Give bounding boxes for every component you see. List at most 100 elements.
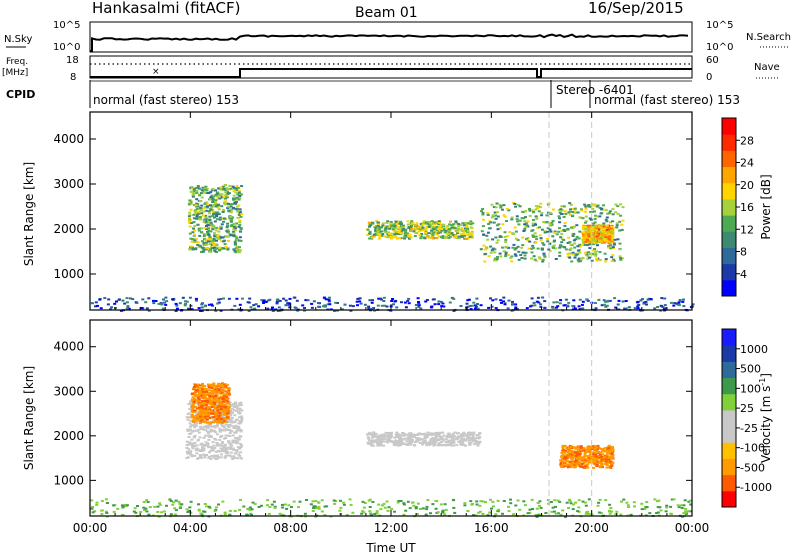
echo-cell <box>205 390 209 393</box>
echo-cell <box>411 501 415 504</box>
echo-cell <box>516 220 520 223</box>
echo-cell <box>123 302 127 305</box>
echo-cell <box>270 308 274 311</box>
echo-cell <box>494 214 498 217</box>
echo-cell <box>209 207 213 210</box>
echo-cell <box>536 247 540 250</box>
echo-cell <box>225 447 229 450</box>
echo-cell <box>490 507 493 510</box>
echo-cell <box>560 465 564 468</box>
echo-cell <box>201 186 205 189</box>
echo-cell <box>622 498 626 501</box>
echo-cell <box>125 297 129 300</box>
echo-cell <box>219 227 223 230</box>
echo-cell <box>332 499 336 502</box>
echo-cell <box>213 246 216 249</box>
echo-cell <box>610 451 614 454</box>
echo-cell <box>563 224 567 227</box>
echo-cell <box>571 508 575 511</box>
echo-cell <box>239 404 243 407</box>
echo-cell <box>201 427 204 430</box>
echo-cell <box>217 503 220 506</box>
echo-cell <box>432 442 436 445</box>
echo-cell <box>395 223 399 226</box>
echo-cell <box>376 223 380 225</box>
echo-cell <box>416 227 420 230</box>
echo-cell <box>225 399 229 402</box>
echo-cell <box>187 203 191 206</box>
echo-cell <box>191 445 194 448</box>
echo-cell <box>219 386 223 389</box>
echo-cell <box>147 297 151 300</box>
echo-cell <box>393 436 397 439</box>
echo-cell <box>402 434 406 437</box>
echo-cell <box>201 412 205 415</box>
echo-cell <box>459 305 463 307</box>
echo-cell <box>219 400 223 403</box>
echo-cell <box>208 507 212 509</box>
echo-cell <box>416 297 420 300</box>
echo-cell <box>541 242 545 245</box>
echo-cell <box>238 221 242 224</box>
echo-cell <box>455 222 459 225</box>
echo-cell <box>585 450 589 453</box>
echo-cell <box>209 428 213 431</box>
echo-cell <box>567 465 571 468</box>
echo-cell <box>233 304 237 307</box>
echo-cell <box>476 303 479 305</box>
echo-cell <box>397 435 401 438</box>
echo-cell <box>425 505 429 508</box>
echo-cell <box>376 230 380 233</box>
echo-cell <box>224 188 228 191</box>
echo-cell <box>226 235 230 238</box>
echo-cell <box>204 389 208 392</box>
echo-cell <box>197 406 201 409</box>
echo-cell <box>536 502 540 504</box>
echo-cell <box>238 508 242 511</box>
echo-cell <box>573 455 577 458</box>
echo-cell <box>593 452 597 455</box>
echo-cell <box>223 420 227 423</box>
echo-cell <box>197 216 201 219</box>
echo-cell <box>142 501 146 503</box>
echo-cell <box>191 238 195 241</box>
echo-cell <box>656 511 660 514</box>
echo-cell <box>424 435 428 437</box>
echo-cell <box>609 230 613 233</box>
echo-cell <box>411 221 415 224</box>
echo-cell <box>210 383 214 386</box>
echo-cell <box>542 252 546 255</box>
echo-cell <box>428 443 432 445</box>
echo-cell <box>462 224 466 227</box>
echo-cell <box>218 384 222 387</box>
echo-cell <box>401 438 405 441</box>
echo-cell <box>611 254 615 257</box>
echo-cell <box>215 425 219 428</box>
x-tick-label: 12:00 <box>374 521 409 535</box>
echo-cell <box>194 237 198 240</box>
echo-cell <box>223 437 226 440</box>
echo-cell <box>523 223 527 226</box>
echo-cell <box>213 454 217 457</box>
echo-cell <box>474 440 478 442</box>
echo-cell <box>492 221 496 224</box>
echo-cell <box>459 232 463 235</box>
echo-cell <box>351 305 355 308</box>
echo-cell <box>507 299 511 302</box>
echo-cell <box>188 407 192 410</box>
echo-cell <box>185 450 189 453</box>
echo-cell <box>356 304 359 307</box>
echo-cell <box>515 218 519 221</box>
echo-cell <box>573 207 577 210</box>
echo-cell <box>624 307 628 310</box>
echo-cell <box>198 244 202 247</box>
echo-cell <box>207 424 211 427</box>
echo-cell <box>594 459 598 462</box>
echo-cell <box>203 456 207 459</box>
echo-cell <box>159 303 163 306</box>
echo-cell <box>616 212 620 215</box>
echo-cell <box>513 226 517 229</box>
echo-cell <box>509 502 513 505</box>
